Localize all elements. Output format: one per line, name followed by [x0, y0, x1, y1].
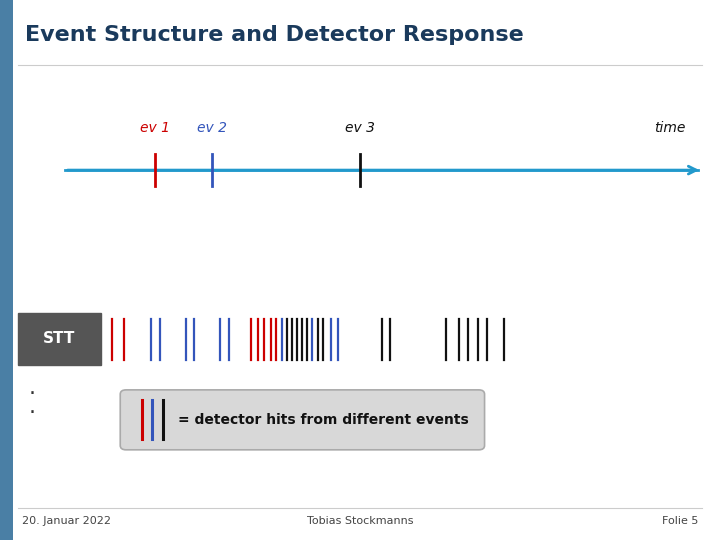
Text: ev 3: ev 3: [345, 121, 375, 135]
Bar: [0, 0, 13, 540]
FancyBboxPatch shape: [120, 390, 485, 450]
Text: STT: STT: [43, 332, 76, 346]
Text: 20. Januar 2022: 20. Januar 2022: [22, 516, 111, 526]
Text: time: time: [654, 121, 685, 135]
Text: ·: ·: [29, 384, 36, 404]
Text: Event Structure and Detector Response: Event Structure and Detector Response: [25, 25, 524, 45]
Text: ·: ·: [29, 403, 36, 423]
Text: ev 1: ev 1: [140, 121, 170, 135]
Text: Tobias Stockmanns: Tobias Stockmanns: [307, 516, 413, 526]
Bar: [18, 313, 101, 365]
Text: Folie 5: Folie 5: [662, 516, 698, 526]
Text: = detector hits from different events: = detector hits from different events: [178, 413, 469, 427]
Text: ev 2: ev 2: [197, 121, 228, 135]
